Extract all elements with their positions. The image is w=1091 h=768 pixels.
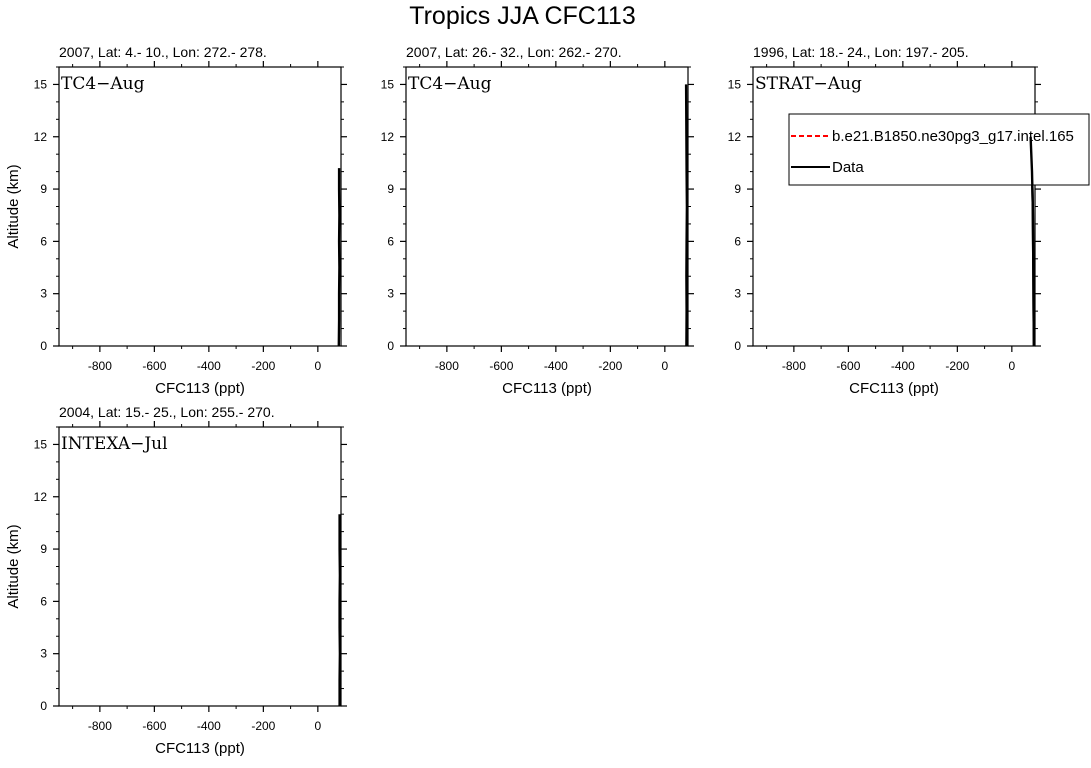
panel-title: 2007, Lat: 4.- 10., Lon: 272.- 278. xyxy=(59,44,267,60)
legend-label: Data xyxy=(832,159,864,176)
panel-title: 1996, Lat: 18.- 24., Lon: 197.- 205. xyxy=(753,44,969,60)
x-tick-label: -800 xyxy=(782,359,806,373)
y-tick-label: 15 xyxy=(34,437,48,451)
x-tick-label: -800 xyxy=(88,719,112,733)
x-tick-label: -600 xyxy=(142,359,166,373)
y-axis-title: Altitude (km) xyxy=(5,524,22,608)
y-tick-label: 0 xyxy=(387,339,394,353)
chart-panel-1: -800 -600 -400 -200 0 0 3 6 9 12 15 2007, Lat: 4.- … xyxy=(5,44,347,397)
plot-frame xyxy=(406,67,688,346)
y-tick-label: 6 xyxy=(387,234,394,248)
x-axis-title: CFC113 (ppt) xyxy=(849,380,939,397)
x-tick-label: -600 xyxy=(489,359,513,373)
plot-frame xyxy=(753,67,1035,346)
x-tick-label: -200 xyxy=(945,359,969,373)
x-axis-title: CFC113 (ppt) xyxy=(155,380,245,397)
campaign-label: STRAT−Aug xyxy=(755,74,862,94)
y-tick-label: 9 xyxy=(40,542,47,556)
y-tick-label: 15 xyxy=(728,77,742,91)
x-tick-label: -600 xyxy=(142,719,166,733)
y-tick-label: 3 xyxy=(734,287,741,301)
x-tick-label: -800 xyxy=(88,359,112,373)
x-tick-label: -200 xyxy=(251,719,275,733)
plot-frame xyxy=(59,427,341,706)
panel-title: 2004, Lat: 15.- 25., Lon: 255.- 270. xyxy=(59,404,275,420)
y-tick-label: 15 xyxy=(34,77,48,91)
x-tick-label: -400 xyxy=(544,359,568,373)
campaign-label: INTEXA−Jul xyxy=(61,434,168,454)
y-tick-label: 6 xyxy=(40,234,47,248)
y-axis-title: Altitude (km) xyxy=(5,164,22,248)
y-tick-label: 9 xyxy=(387,182,394,196)
campaign-label: TC4−Aug xyxy=(408,74,492,94)
x-tick-label: -600 xyxy=(836,359,860,373)
x-tick-label: -400 xyxy=(197,719,221,733)
campaign-label: TC4−Aug xyxy=(61,74,145,94)
y-tick-label: 6 xyxy=(734,234,741,248)
y-tick-label: 3 xyxy=(40,647,47,661)
chart-panel-2: -800 -600 -400 -200 0 0 3 6 9 12 15 2007, Lat: 26.-… xyxy=(381,44,694,397)
x-tick-label: -400 xyxy=(891,359,915,373)
y-tick-label: 0 xyxy=(40,339,47,353)
panel-title: 2007, Lat: 26.- 32., Lon: 262.- 270. xyxy=(406,44,622,60)
y-tick-label: 9 xyxy=(734,182,741,196)
plot-frame xyxy=(59,67,341,346)
x-tick-label: 0 xyxy=(314,359,321,373)
y-tick-label: 0 xyxy=(40,699,47,713)
x-tick-label: -200 xyxy=(598,359,622,373)
y-tick-label: 12 xyxy=(728,130,742,144)
x-tick-label: 0 xyxy=(661,359,668,373)
x-tick-label: 0 xyxy=(314,719,321,733)
y-tick-label: 12 xyxy=(34,130,48,144)
legend: b.e21.B1850.ne30pg3_g17.intel.165 Data xyxy=(789,114,1089,346)
y-tick-label: 3 xyxy=(40,287,47,301)
chart-panel-4: -800 -600 -400 -200 0 0 3 6 9 12 15 2004, Lat: 15.-… xyxy=(5,404,347,757)
x-tick-label: -400 xyxy=(197,359,221,373)
y-tick-label: 12 xyxy=(381,130,395,144)
x-axis-title: CFC113 (ppt) xyxy=(155,740,245,757)
chart-panel-3: -800 -600 -400 -200 0 0 3 6 9 12 15 1996, Lat: 18.-… xyxy=(728,44,1041,397)
series-line-data xyxy=(339,168,340,346)
legend-label: b.e21.B1850.ne30pg3_g17.intel.165 xyxy=(832,128,1074,145)
y-tick-label: 9 xyxy=(40,182,47,196)
y-tick-label: 6 xyxy=(40,594,47,608)
series-line-data xyxy=(686,84,687,346)
y-tick-label: 0 xyxy=(734,339,741,353)
x-tick-label: -800 xyxy=(435,359,459,373)
x-tick-label: 0 xyxy=(1008,359,1015,373)
y-tick-label: 12 xyxy=(34,490,48,504)
y-tick-label: 15 xyxy=(381,77,395,91)
x-tick-label: -200 xyxy=(251,359,275,373)
figure-title: Tropics JJA CFC113 xyxy=(0,2,1045,31)
y-tick-label: 3 xyxy=(387,287,394,301)
x-axis-title: CFC113 (ppt) xyxy=(502,380,592,397)
